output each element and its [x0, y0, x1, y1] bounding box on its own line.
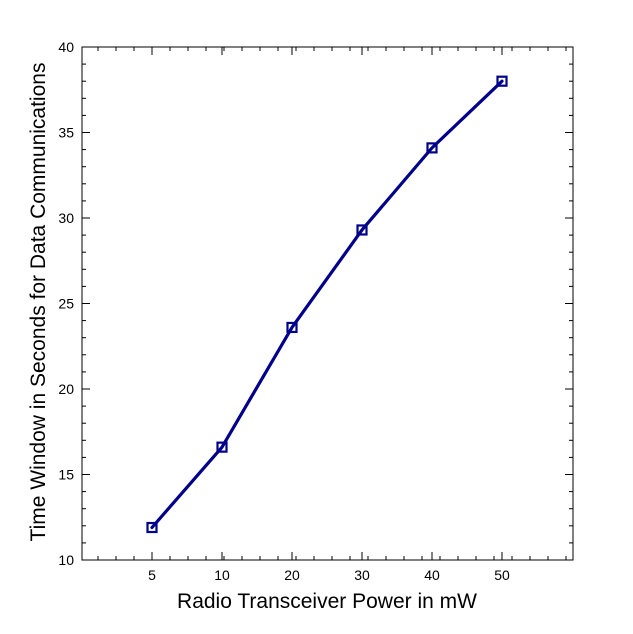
x-tick-label: 10: [214, 567, 230, 583]
data-point-marker: [146, 521, 158, 534]
y-tick-label: 10: [58, 552, 74, 568]
y-tick-label: 35: [58, 125, 74, 141]
y-tick-label: 20: [58, 381, 74, 397]
data-point-marker: [496, 75, 508, 87]
x-tick-label: 20: [284, 567, 300, 583]
y-tick-label: 40: [58, 39, 74, 55]
series-layer: [146, 75, 508, 534]
data-point-marker: [356, 224, 368, 236]
y-axis-label: Time Window in Seconds for Data Communic…: [27, 63, 50, 542]
axes-box: [81, 46, 574, 561]
y-tick-label: 15: [58, 467, 74, 483]
x-tick-label: 50: [494, 567, 510, 583]
y-tick-label: 25: [58, 296, 74, 312]
x-tick-label: 30: [354, 567, 370, 583]
x-tick-label: 5: [148, 567, 156, 583]
x-tick-label: 40: [424, 567, 440, 583]
data-point-marker: [426, 142, 438, 154]
data-point-marker: [216, 441, 228, 453]
series-line: [150, 79, 504, 530]
x-axis-label: Radio Transceiver Power in mW: [177, 590, 477, 613]
axis-ticks: 5 10 20 30 40 50 10 15 20 25 30 35 40: [58, 39, 573, 583]
y-tick-label: 30: [58, 210, 74, 226]
plot-area: [81, 46, 574, 561]
data-point-marker: [286, 321, 298, 334]
